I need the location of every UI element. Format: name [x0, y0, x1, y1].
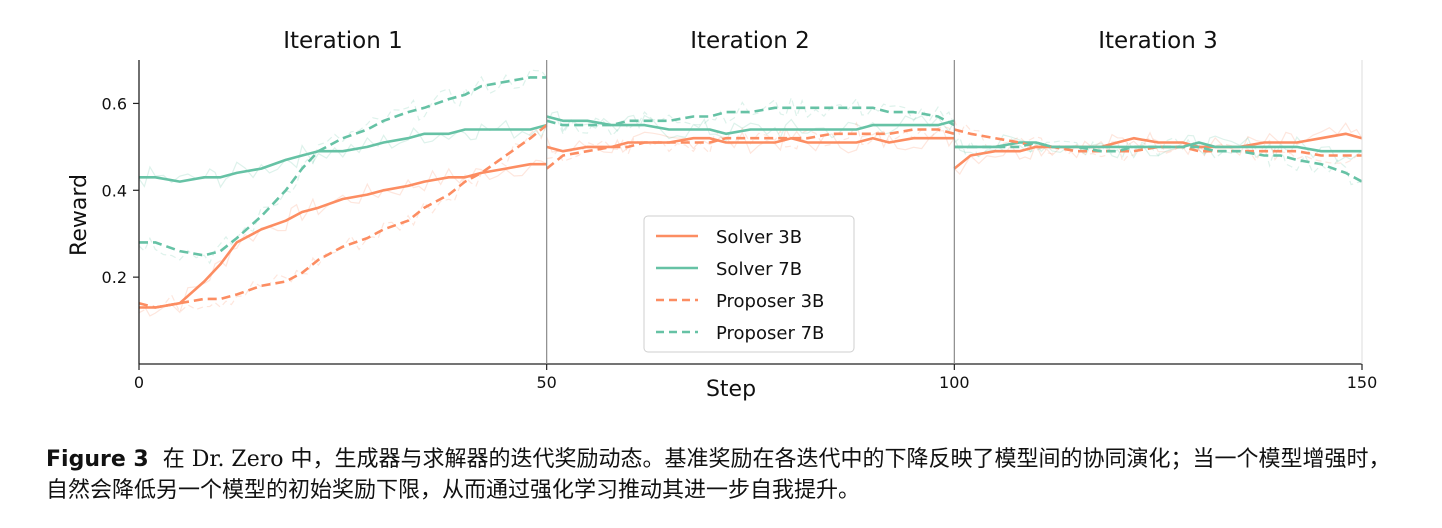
series-line-solver-3b-iter3	[953, 132, 1363, 170]
panel-title-1: Iteration 1	[283, 28, 403, 54]
raw-line-solver-3b-iter1	[138, 159, 548, 317]
legend: Solver 3B Solver 7B Proposer 3B Proposer…	[643, 215, 855, 353]
raw-line-proposer-7b-iter2	[546, 95, 955, 137]
series-line-solver-7b-iter2	[546, 115, 955, 136]
y-axis-label: Reward	[67, 174, 92, 256]
iteration-boundaries	[546, 60, 1363, 364]
series-line-proposer-7b-iter3	[954, 141, 1363, 183]
smoothed-curves	[138, 76, 1363, 309]
raw-line-solver-7b-iter1	[138, 119, 548, 189]
legend-label-proposer-3b: Proposer 3B	[716, 291, 824, 312]
series-line-solver-3b-iter2	[546, 136, 955, 153]
x-tick-label-50: 50	[536, 373, 556, 392]
reward-chart: 0 50 100 150 0.2 0.4 0.6 Iteration 1 Iteration…	[67, 28, 1378, 402]
series-line-proposer-3b-iter3	[953, 128, 1362, 157]
series-line-solver-7b-iter3	[954, 141, 1362, 153]
series-line-proposer-3b-iter2	[545, 128, 955, 170]
panel-title-3: Iteration 3	[1098, 28, 1218, 54]
raw-line-proposer-7b-iter1	[138, 69, 548, 265]
y-tick-label-0.2: 0.2	[102, 268, 127, 287]
legend-label-solver-7b: Solver 7B	[716, 259, 802, 280]
panel-title-2: Iteration 2	[690, 28, 810, 54]
legend-label-solver-3b: Solver 3B	[716, 227, 802, 248]
y-tick-label-0.4: 0.4	[102, 181, 127, 200]
figure-label: Figure 3	[46, 447, 149, 472]
raw-line-solver-3b-iter2	[546, 127, 955, 155]
legend-label-proposer-7b: Proposer 7B	[716, 323, 824, 344]
axis-ticks: 0 50 100 150 0.2 0.4 0.6	[102, 94, 1378, 392]
raw-line-proposer-7b-iter3	[953, 136, 1363, 186]
x-tick-label-0: 0	[134, 373, 144, 392]
y-tick-label-0.6: 0.6	[102, 94, 127, 113]
raw-line-solver-7b-iter2	[546, 110, 955, 143]
raw-line-solver-3b-iter3	[953, 122, 1363, 175]
series-line-proposer-3b-iter1	[138, 124, 548, 309]
x-tick-label-150: 150	[1347, 373, 1378, 392]
series-line-proposer-7b-iter2	[546, 106, 955, 127]
series-line-solver-3b-iter1	[139, 162, 547, 309]
x-axis-label: Step	[706, 377, 756, 402]
x-tick-label-100: 100	[939, 373, 970, 392]
caption-text: 在 Dr. Zero 中，生成器与求解器的迭代奖励动态。基准奖励在各迭代中的下降…	[46, 447, 1391, 503]
series-line-solver-7b-iter1	[139, 123, 548, 183]
series-line-proposer-7b-iter1	[139, 76, 547, 257]
legend-frame	[643, 215, 855, 353]
